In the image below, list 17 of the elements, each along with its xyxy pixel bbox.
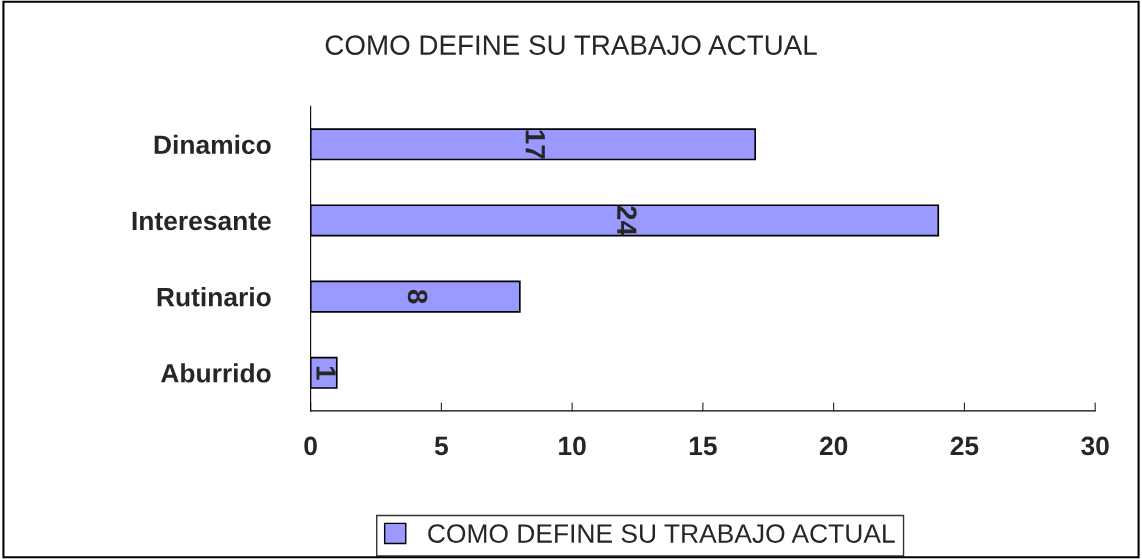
x-tick-label: 5	[434, 436, 448, 456]
chart-title: COMO DEFINE SU TRABAJO ACTUAL	[325, 35, 817, 55]
y-tick-label: Dinamico	[154, 134, 271, 155]
x-tick-label: 25	[950, 436, 979, 456]
y-tick-label: Aburrido	[160, 363, 271, 383]
x-tick-label: 0	[304, 436, 317, 456]
x-tick-label: 15	[689, 436, 717, 456]
data-label: 1	[316, 366, 336, 380]
x-tick-label: 20	[819, 436, 848, 456]
data-label: 8	[407, 289, 428, 304]
data-label: 17	[525, 130, 545, 159]
x-tick-label: 30	[1081, 436, 1109, 456]
y-tick-label: Interesante	[132, 211, 271, 231]
data-label: 24	[617, 205, 637, 236]
x-tick-label: 10	[559, 436, 586, 456]
y-tick-label: Rutinario	[157, 287, 271, 307]
legend-label: COMO DEFINE SU TRABAJO ACTUAL	[428, 524, 895, 543]
